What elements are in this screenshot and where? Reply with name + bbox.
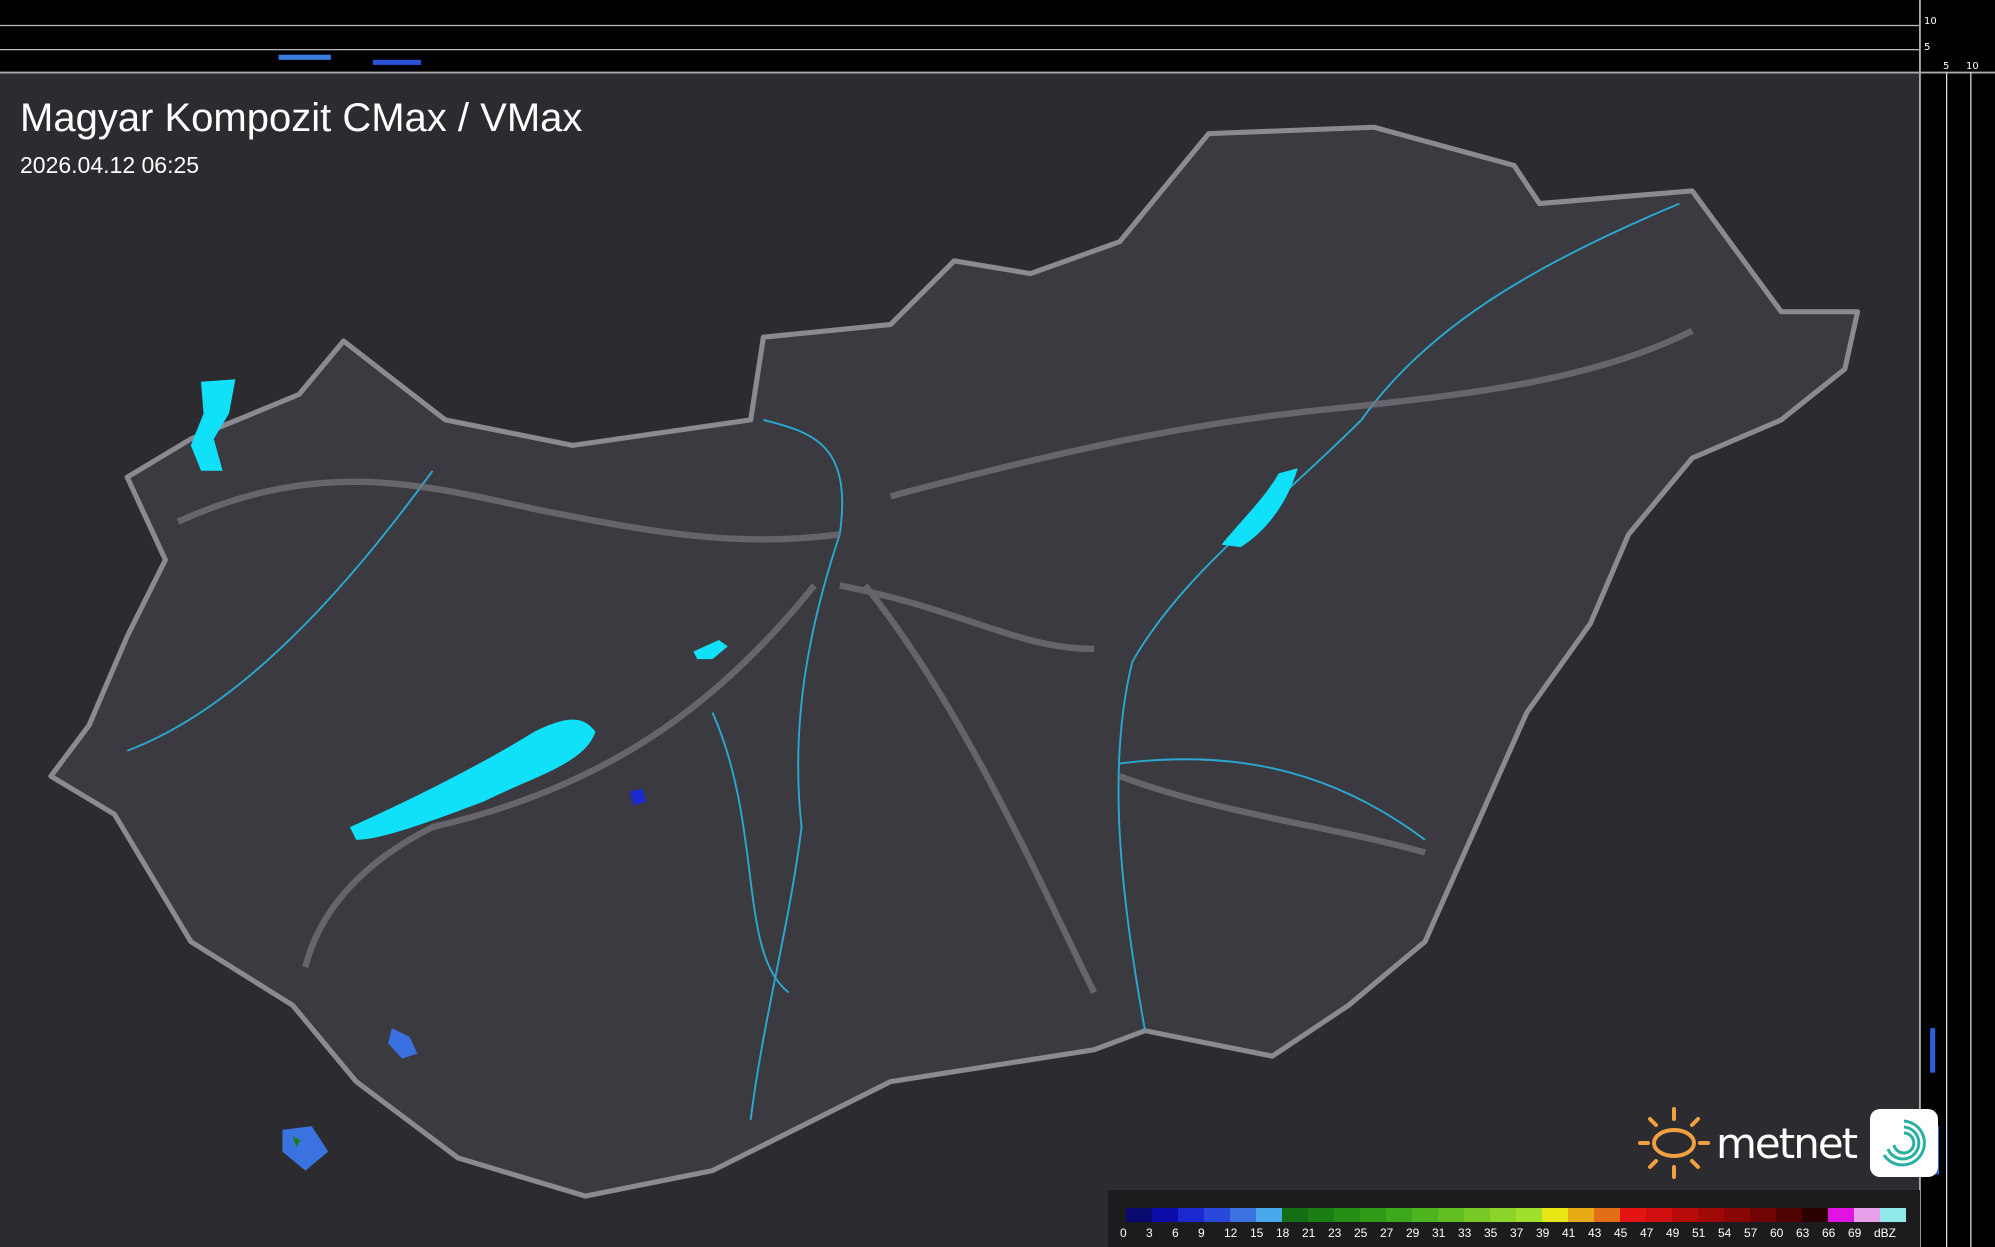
legend-swatch [1776,1208,1802,1222]
legend-swatch [1698,1208,1724,1222]
lake-tisza [1221,468,1298,548]
legend-tick: 31 [1432,1226,1446,1240]
right-axis-label: 5 [1943,61,1950,72]
legend-tick: 41 [1562,1226,1576,1240]
legend-swatch [1542,1208,1568,1222]
legend-tick: 12 [1224,1226,1238,1240]
legend-unit: dBZ [1874,1226,1897,1240]
profile-echo [278,54,331,60]
legend-swatch [1308,1208,1334,1222]
river-danube [749,418,844,1120]
legend-tick: 69 [1848,1226,1862,1240]
legend-tick: 57 [1744,1226,1758,1240]
top-profile-panel [0,0,1920,73]
legend-tick: 15 [1250,1226,1264,1240]
legend-swatch [1516,1208,1542,1222]
county-borders [176,327,1694,994]
legend-swatch [1126,1208,1152,1222]
top-axis-label: 5 [1924,42,1931,53]
lake-velence [693,640,728,660]
legend-swatch [1282,1208,1308,1222]
legend-swatch [1152,1208,1178,1222]
lake-balaton [349,719,596,840]
river-raba [126,470,434,752]
legend-tick: 25 [1354,1226,1368,1240]
legend-swatch [1256,1208,1282,1222]
legend-tick: 66 [1822,1226,1836,1240]
dbz-color-legend: 0 3 6 9 12 15 18 21 23 25 27 29 31 33 35 37 39 41 43 45 47 49… [1108,1190,1920,1247]
legend-swatch [1178,1208,1204,1222]
legend-tick: 27 [1380,1226,1394,1240]
legend-tick: 33 [1458,1226,1472,1240]
legend-swatch [1204,1208,1230,1222]
hungary-country-area [48,124,1861,1199]
lakes [190,379,1298,840]
legend-tick: 54 [1718,1226,1732,1240]
profile-echo [1930,1028,1936,1073]
map-title: Magyar Kompozit CMax / VMax [20,96,583,140]
legend-swatch [1646,1208,1672,1222]
legend-swatch [1464,1208,1490,1222]
legend-swatch [1724,1208,1750,1222]
lake-ferto [190,379,236,471]
profile-echo [372,59,422,65]
app-icon [1870,1109,1939,1177]
top-axis-label: 10 [1924,16,1937,27]
right-axis-label: 10 [1966,61,1979,72]
legend-tick: 29 [1406,1226,1420,1240]
legend-swatch [1360,1208,1386,1222]
legend-swatch [1334,1208,1360,1222]
legend-tick: 63 [1796,1226,1810,1240]
legend-tick: 21 [1302,1226,1316,1240]
radar-echoes [282,788,647,1171]
legend-swatch [1594,1208,1620,1222]
legend-swatch [1802,1208,1828,1222]
swirl-icon [1882,1119,1926,1167]
legend-tick: 49 [1666,1226,1680,1240]
legend-tick: 35 [1484,1226,1498,1240]
legend-tick: 23 [1328,1226,1342,1240]
river-koros [1119,758,1426,841]
river-sio [711,712,790,994]
legend-swatch [1880,1208,1906,1222]
legend-tick: 60 [1770,1226,1784,1240]
legend-tick-labels: 0 3 6 9 12 15 18 21 23 25 27 29 31 33 35 37 39 41 43 45 47 49… [1120,1226,1910,1240]
legend-swatch [1438,1208,1464,1222]
legend-swatch [1620,1208,1646,1222]
legend-swatch [1230,1208,1256,1222]
metnet-logo: metnet [1636,1105,1939,1181]
legend-tick: 3 [1146,1226,1153,1240]
legend-tick: 6 [1172,1226,1179,1240]
logo-text: metnet [1716,1118,1858,1168]
legend-tick: 39 [1536,1226,1550,1240]
legend-tick: 0 [1120,1226,1127,1240]
legend-swatch [1386,1208,1412,1222]
legend-tick: 43 [1588,1226,1602,1240]
legend-tick: 47 [1640,1226,1654,1240]
legend-tick: 9 [1198,1226,1205,1240]
legend-swatch [1412,1208,1438,1222]
legend-tick: 51 [1692,1226,1706,1240]
legend-swatch [1490,1208,1516,1222]
legend-color-bar [1126,1208,1906,1222]
legend-tick: 18 [1276,1226,1290,1240]
legend-swatch [1854,1208,1880,1222]
sun-icon [1638,1107,1710,1179]
legend-tick: 37 [1510,1226,1524,1240]
legend-swatch [1672,1208,1698,1222]
legend-tick: 45 [1614,1226,1628,1240]
legend-swatch [1750,1208,1776,1222]
legend-swatch [1568,1208,1594,1222]
legend-swatch [1828,1208,1854,1222]
map-timestamp: 2026.04.12 06:25 [20,152,200,178]
